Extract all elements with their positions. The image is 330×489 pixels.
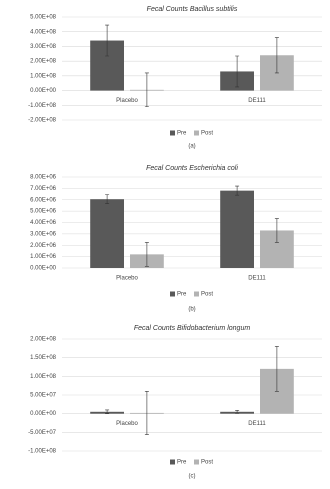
error-bar xyxy=(274,37,279,74)
caption: (c) xyxy=(189,474,196,480)
y-tick-label: 2.00E+06 xyxy=(30,243,57,249)
error-bar xyxy=(105,24,110,57)
chart-title: Fecal Counts Bacillus subtilis xyxy=(147,6,238,13)
y-tick-label: 1.00E+08 xyxy=(30,374,57,380)
chart-title: Fecal Counts Escherichia coli xyxy=(146,165,238,172)
y-tick-label: 5.00E+07 xyxy=(30,393,57,399)
x-tick-label: Placebo xyxy=(116,421,138,427)
y-tick-label: -1.00E+08 xyxy=(28,449,57,455)
error-bar xyxy=(235,55,240,88)
error-bar xyxy=(144,242,149,267)
bar xyxy=(220,190,254,268)
error-bar xyxy=(144,72,149,108)
y-tick-label: 8.00E+06 xyxy=(30,175,57,181)
error-bar xyxy=(274,218,279,243)
legend-swatch xyxy=(194,291,199,297)
bar xyxy=(90,199,124,268)
legend-label: Post xyxy=(201,460,213,466)
y-tick-label: 0.00E+00 xyxy=(30,266,57,272)
error-bar xyxy=(235,185,240,196)
error-bar xyxy=(105,194,110,205)
x-tick-label: DE111 xyxy=(248,98,266,104)
y-tick-label: 4.00E+08 xyxy=(30,29,57,35)
legend-swatch xyxy=(170,130,175,136)
legend-swatch xyxy=(194,130,199,136)
y-tick-label: -2.00E+08 xyxy=(28,118,57,124)
y-tick-label: 3.00E+08 xyxy=(30,44,57,50)
y-tick-label: 2.00E+08 xyxy=(30,337,57,343)
y-tick-label: -1.00E+08 xyxy=(28,103,57,109)
y-tick-label: 7.00E+06 xyxy=(30,186,57,192)
legend-label: Pre xyxy=(177,131,187,137)
legend-label: Pre xyxy=(177,292,187,298)
y-tick-label: 1.50E+08 xyxy=(30,355,57,361)
legend-swatch xyxy=(170,291,175,297)
y-tick-label: 5.00E+06 xyxy=(30,209,57,215)
x-tick-label: Placebo xyxy=(116,276,138,282)
chart-title: Fecal Counts Bifidobacterium longum xyxy=(134,325,251,332)
caption: (b) xyxy=(188,307,195,313)
legend-label: Post xyxy=(201,131,213,137)
error-bar xyxy=(105,409,110,414)
legend-swatch xyxy=(194,459,199,465)
y-tick-label: 3.00E+06 xyxy=(30,231,57,237)
y-tick-label: 1.00E+06 xyxy=(30,254,57,260)
x-tick-label: DE111 xyxy=(248,421,266,427)
y-tick-label: 2.00E+08 xyxy=(30,59,57,65)
y-tick-label: 1.00E+08 xyxy=(30,73,57,79)
error-bar xyxy=(144,390,149,435)
y-tick-label: 0.00E+00 xyxy=(30,411,57,417)
legend-label: Post xyxy=(201,292,213,298)
y-tick-label: 4.00E+06 xyxy=(30,220,57,226)
legend-label: Pre xyxy=(177,460,187,466)
error-bar xyxy=(274,346,279,392)
legend-swatch xyxy=(170,459,175,465)
error-bar xyxy=(235,410,240,414)
y-tick-label: 5.00E+08 xyxy=(30,15,57,21)
y-tick-label: 0.00E+00 xyxy=(30,88,57,94)
x-tick-label: DE111 xyxy=(248,276,266,282)
x-tick-label: Placebo xyxy=(116,98,138,104)
y-tick-label: -5.00E+07 xyxy=(28,430,57,436)
y-tick-label: 6.00E+06 xyxy=(30,197,57,203)
caption: (a) xyxy=(188,144,195,150)
